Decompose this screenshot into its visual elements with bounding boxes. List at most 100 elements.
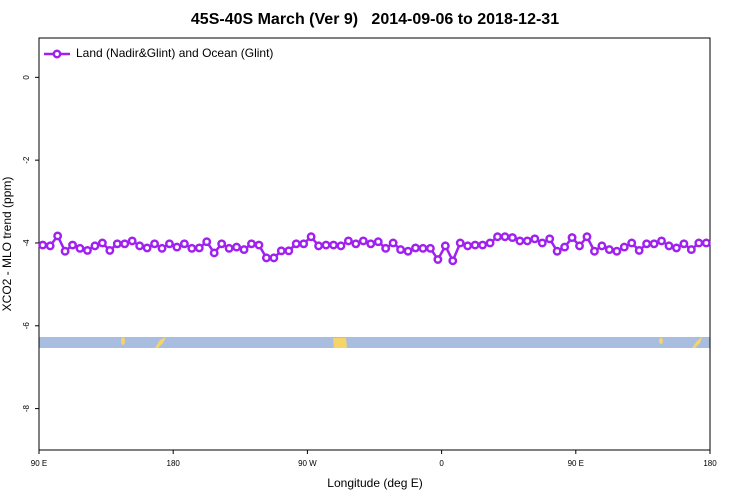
data-point <box>440 241 450 251</box>
y-tick-label: -4 <box>22 239 31 247</box>
data-point <box>247 239 256 249</box>
data-point <box>455 238 465 248</box>
data-point <box>560 242 570 252</box>
data-point <box>276 246 286 256</box>
data-point <box>701 238 711 248</box>
data-point <box>299 239 309 249</box>
data-point <box>105 245 115 255</box>
y-tick-label: 0 <box>22 75 31 80</box>
data-point <box>366 239 376 249</box>
data-point <box>485 238 495 248</box>
x-axis-label: Longitude (deg E) <box>327 476 422 490</box>
data-point <box>619 242 629 252</box>
data-point <box>463 241 473 251</box>
data-point <box>142 243 152 253</box>
x-tick-label: 180 <box>167 459 181 468</box>
data-point <box>582 232 592 242</box>
data-point <box>38 240 48 250</box>
x-tick-label: 90 E <box>31 459 47 468</box>
data-point <box>522 236 532 246</box>
data-point <box>194 243 204 253</box>
data-point <box>604 245 614 255</box>
x-tick-label: 180 <box>703 459 717 468</box>
data-point <box>358 236 368 246</box>
legend-label: Land (Nadir&Glint) and Ocean (Glint) <box>76 46 273 60</box>
data-point <box>672 243 681 253</box>
data-point <box>112 239 122 249</box>
data-point <box>343 236 353 246</box>
data-point <box>418 243 428 253</box>
data-point <box>575 241 584 251</box>
data-point <box>269 253 279 263</box>
land-patch <box>692 337 702 348</box>
data-point <box>478 240 488 250</box>
y-axis-label: XCO2 - MLO trend (ppm) <box>0 177 14 312</box>
data-point <box>261 253 271 263</box>
data-point <box>433 255 443 264</box>
data-point <box>127 236 137 246</box>
data-point <box>90 241 100 251</box>
data-point <box>351 239 361 249</box>
data-point <box>329 240 338 250</box>
data-point <box>165 239 174 249</box>
data-point <box>75 243 85 253</box>
data-point <box>83 245 92 255</box>
data-point <box>314 241 324 251</box>
data-point <box>664 241 674 251</box>
chart-title: 45S-40S March (Ver 9) 2014-09-06 to 2018… <box>191 11 559 28</box>
data-point <box>232 242 242 252</box>
data-point <box>306 232 316 242</box>
data-point <box>567 233 577 243</box>
data-point <box>470 240 480 250</box>
data-point <box>336 241 346 251</box>
data-point <box>53 231 63 241</box>
data-point <box>493 232 502 242</box>
data-point <box>209 248 219 258</box>
data-point <box>425 243 435 253</box>
data-point <box>500 232 510 242</box>
data-point <box>396 245 406 255</box>
data-point <box>224 243 234 253</box>
data-point <box>284 246 294 256</box>
data-point <box>597 241 607 251</box>
land-patch <box>333 338 347 348</box>
land-patch <box>121 337 125 345</box>
data-point <box>120 239 130 249</box>
data-point <box>448 256 458 266</box>
x-tick-label: 90 W <box>298 459 317 468</box>
data-point <box>60 246 70 256</box>
data-point <box>627 238 637 248</box>
data-point <box>187 243 197 253</box>
data-point <box>657 236 666 246</box>
data-point <box>530 234 540 244</box>
data-point <box>686 245 696 255</box>
land-ocean-strip <box>39 337 710 348</box>
data-point <box>97 238 107 248</box>
data-point <box>649 239 659 249</box>
x-tick-label: 90 E <box>568 459 584 468</box>
data-point <box>135 241 145 251</box>
data-point <box>254 240 264 250</box>
data-point <box>291 239 301 249</box>
data-point <box>537 238 547 248</box>
data-point <box>45 241 55 251</box>
data-point <box>321 240 331 250</box>
data-point <box>239 245 249 255</box>
data-point <box>694 238 704 248</box>
data-point <box>634 245 644 255</box>
data-point <box>545 234 555 244</box>
legend-marker <box>52 49 62 59</box>
data-point <box>403 246 413 256</box>
data-point <box>642 239 652 249</box>
data-point <box>507 233 517 243</box>
data-point <box>388 238 398 248</box>
ocean-band <box>39 337 710 348</box>
data-point <box>411 243 420 253</box>
data-point <box>179 239 189 249</box>
data-point <box>589 246 599 256</box>
x-tick-label: 0 <box>439 459 444 468</box>
data-point <box>157 243 167 253</box>
data-point <box>515 236 525 246</box>
y-tick-label: -8 <box>22 404 31 412</box>
